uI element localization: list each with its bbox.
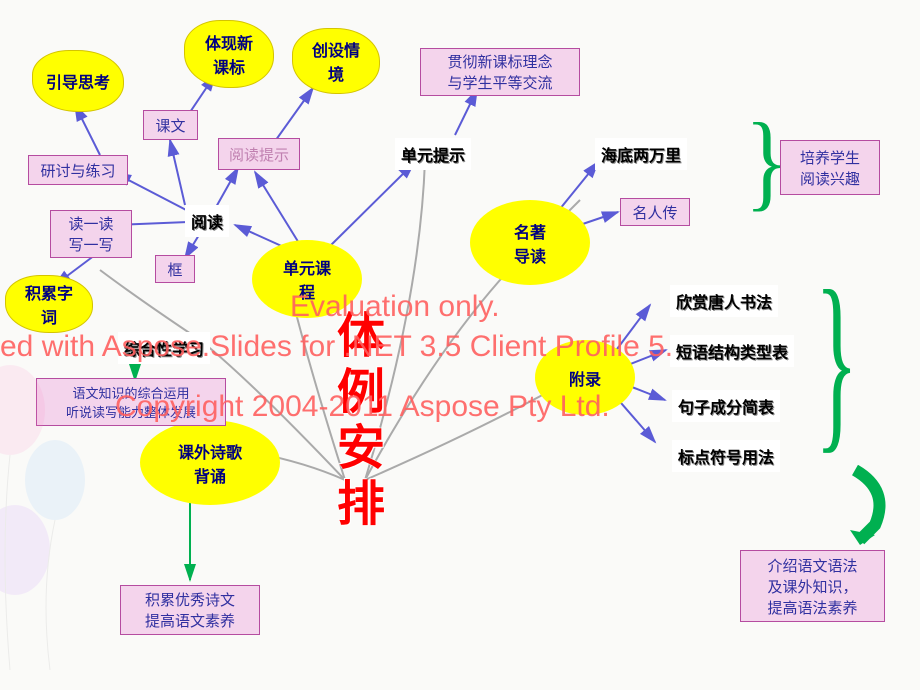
box-punctuation: 标点符号用法 xyxy=(672,440,780,472)
box-carry-concept: 贯彻新课标理念 与学生平等交流 xyxy=(420,48,580,96)
box-unit-hint: 单元提示 xyxy=(395,138,471,170)
box-cultivate-interest: 培养学生 阅读兴趣 xyxy=(780,140,880,195)
box-grammar-intro: 介绍语文语法 及课外知识， 提高语法素养 xyxy=(740,550,885,622)
box-phrase-table: 短语结构类型表 xyxy=(670,335,794,367)
cloud-famous-guide: 名著 导读 xyxy=(470,200,590,285)
box-reading-hint: 阅读提示 xyxy=(218,138,300,170)
watermark-eval: Evaluation only. xyxy=(290,290,500,324)
box-research-practice: 研讨与练习 xyxy=(28,155,128,185)
bubble-accumulate-words: 积累字 词 xyxy=(5,275,93,333)
bubble-reflect-new: 体现新 课标 xyxy=(184,20,274,88)
watermark-copyright: Copyright 2004-2011 Aspose Pty Ltd. xyxy=(115,390,610,424)
box-read-write: 读一读 写一写 xyxy=(50,210,132,258)
box-celebrity: 名人传 xyxy=(620,198,690,226)
balloon-decoration xyxy=(0,350,110,690)
green-curve-arrow xyxy=(835,465,895,555)
box-kuang: 框 xyxy=(155,255,195,283)
box-calligraphy: 欣赏唐人书法 xyxy=(670,285,778,317)
brace-right-mid: } xyxy=(815,248,858,475)
cloud-extra-poem: 课外诗歌 背诵 xyxy=(140,420,280,505)
box-sea-twenty: 海底两万里 xyxy=(595,138,687,170)
bubble-create-context: 创设情 境 xyxy=(292,28,380,94)
box-kewens: 课文 xyxy=(143,110,198,140)
brace-right-top: } xyxy=(745,100,788,224)
box-accumulate-poem: 积累优秀诗文 提高语文素养 xyxy=(120,585,260,635)
bubble-think-guide: 引导思考 xyxy=(32,50,124,112)
box-sentence-table: 句子成分简表 xyxy=(672,390,780,422)
box-yuedu: 阅读 xyxy=(185,205,229,237)
